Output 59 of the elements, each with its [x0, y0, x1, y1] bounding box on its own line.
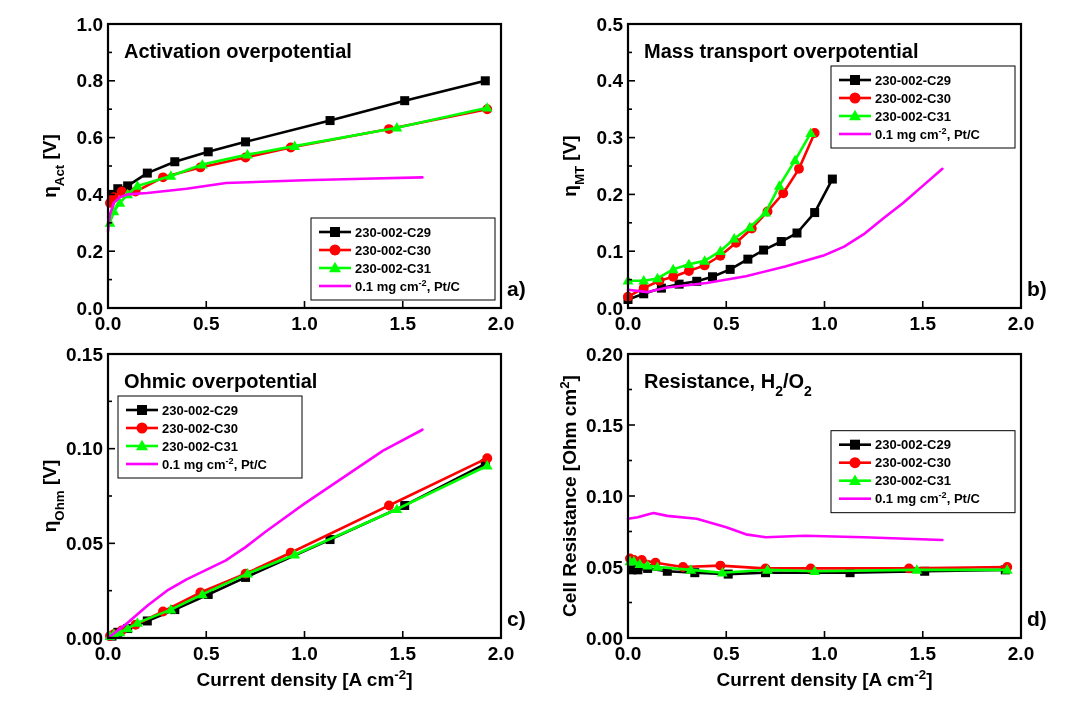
x-tick-label: 1.5	[909, 313, 937, 334]
legend-label: 230-002-C29	[875, 72, 951, 88]
legend-label: 230-002-C31	[355, 260, 431, 276]
y-tick-label: 0.3	[596, 127, 623, 149]
text: Ohmic overpotential	[124, 370, 318, 392]
x-tick-label: 1.5	[909, 643, 937, 664]
y-tick-label: 0.10	[66, 438, 103, 460]
x-tick-label: 0.5	[713, 313, 740, 334]
x-tick-label: 0.5	[713, 643, 740, 664]
legend-label: 230-002-C31	[875, 473, 951, 489]
text: d)	[1027, 607, 1047, 630]
y-tick-label: 0.15	[66, 343, 104, 365]
text: Activation overpotential	[124, 40, 352, 62]
y-tick-label: 0.05	[66, 532, 104, 554]
legend-label: 0.1 mg cm$^{-2}$, Pt/C	[162, 455, 268, 472]
legend-label: 230-002-C29	[355, 224, 431, 240]
y-tick-label: 0.15	[586, 414, 624, 436]
x-tick-label: 1.5	[389, 313, 417, 334]
legend-label: 230-002-C29	[875, 437, 951, 453]
text: Mass transport overpotential	[644, 40, 919, 62]
x-tick-label: 0.5	[193, 643, 220, 664]
legend-label: 0.1 mg cm$^{-2}$, Pt/C	[875, 490, 981, 507]
x-tick-label: 2.0	[487, 643, 515, 664]
text: Resistance, H$_{2}$/O$_{2}$	[644, 370, 813, 399]
text: c)	[507, 607, 526, 630]
x-tick-label: 1.0	[811, 313, 838, 334]
y-tick-label: 0.20	[586, 343, 623, 365]
y-tick-label: 0.2	[76, 240, 103, 262]
x-tick-label: 1.5	[389, 643, 417, 664]
x-tick-label: 2.0	[1007, 643, 1035, 664]
y-tick-label: 0.10	[586, 485, 623, 507]
text: a)	[507, 277, 526, 300]
y-tick-label: 0.8	[76, 70, 103, 92]
legend-label: 0.1 mg cm$^{-2}$, Pt/C	[355, 277, 461, 294]
legend-label: 230-002-C30	[875, 455, 951, 471]
legend-label: 230-002-C31	[875, 108, 951, 124]
y-tick-label: 0.4	[76, 184, 104, 206]
x-tick-label: 1.0	[291, 643, 318, 664]
x-tick-label: 1.0	[291, 313, 318, 334]
y-tick-label: 0.1	[596, 240, 624, 262]
legend-label: 230-002-C30	[875, 90, 951, 106]
legend-label: 230-002-C30	[355, 242, 431, 258]
x-axis-title: Current density [A cm$^{-2}$]	[716, 666, 933, 690]
x-tick-label: 2.0	[487, 313, 515, 334]
x-tick-label: 1.0	[811, 643, 838, 664]
legend-label: 230-002-C31	[162, 438, 238, 454]
y-tick-label: 0.2	[596, 184, 623, 206]
x-axis-title: Current density [A cm$^{-2}$]	[196, 666, 413, 690]
x-tick-label: 0.5	[193, 313, 220, 334]
y-tick-label: 0.6	[76, 127, 103, 149]
y-tick-label: 0.4	[596, 70, 624, 92]
legend-label: 230-002-C29	[162, 402, 238, 418]
legend-label: 230-002-C30	[162, 420, 238, 436]
x-tick-label: 2.0	[1007, 313, 1035, 334]
y-tick-label: 1.0	[76, 13, 103, 35]
y-tick-label: 0.05	[586, 556, 624, 578]
text: b)	[1027, 277, 1047, 300]
legend-label: 0.1 mg cm$^{-2}$, Pt/C	[875, 125, 981, 142]
y-tick-label: 0.5	[596, 13, 624, 35]
